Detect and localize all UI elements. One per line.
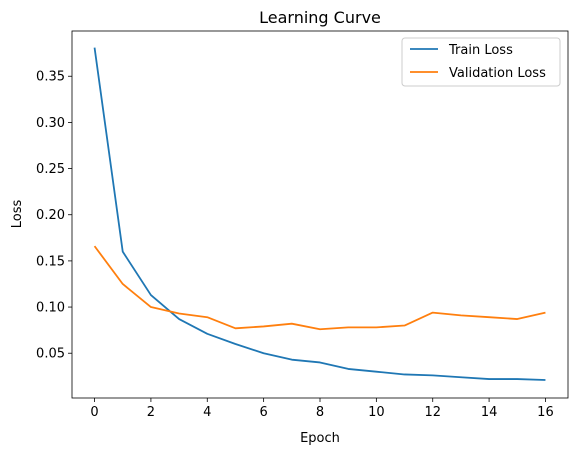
y-axis-label: Loss (10, 200, 25, 229)
x-axis-label: Epoch (300, 431, 340, 446)
x-tick-label: 6 (259, 405, 267, 420)
plot-frame (71, 30, 569, 399)
y-tick-label: 0.10 (36, 301, 65, 316)
y-tick-label: 0.15 (36, 254, 65, 269)
x-tick-label: 12 (424, 405, 441, 420)
x-tick-label: 14 (481, 405, 498, 420)
legend-label-validation-loss: Validation Loss (449, 66, 546, 81)
x-tick-label: 10 (368, 405, 385, 420)
legend-label-train-loss: Train Loss (448, 43, 513, 58)
x-axis-ticks: 0 2 4 6 8 10 12 14 16 (90, 398, 554, 420)
x-tick-label: 4 (203, 405, 211, 420)
x-tick-label: 8 (316, 405, 324, 420)
series-layer (93, 47, 546, 381)
legend: Train Loss Validation Loss (401, 37, 561, 87)
x-tick-label: 2 (147, 405, 155, 420)
y-tick-label: 0.20 (36, 208, 65, 223)
y-tick-label: 0.35 (36, 70, 65, 85)
chart-title: Learning Curve (259, 8, 381, 27)
x-tick-label: 16 (537, 405, 554, 420)
x-tick-label: 0 (90, 405, 98, 420)
series-line-validation-loss (93, 245, 546, 331)
y-tick-label: 0.05 (36, 347, 65, 362)
y-axis-ticks: 0.05 0.10 0.15 0.20 0.25 0.30 0.35 (36, 70, 72, 362)
y-tick-label: 0.30 (36, 116, 65, 131)
legend-box (401, 37, 561, 87)
y-tick-label: 0.25 (36, 162, 65, 177)
